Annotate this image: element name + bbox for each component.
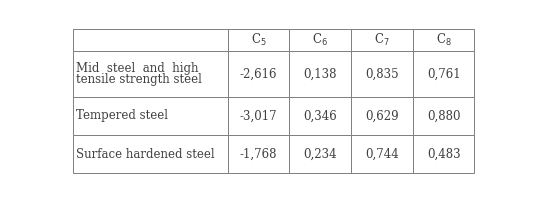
Bar — [227, 29, 289, 51]
Bar — [227, 135, 289, 173]
Text: C$_5$: C$_5$ — [250, 32, 266, 48]
Bar — [227, 97, 289, 135]
Bar — [351, 29, 413, 51]
Text: 0,744: 0,744 — [365, 148, 399, 161]
Bar — [73, 97, 227, 135]
Text: Mid  steel  and  high: Mid steel and high — [76, 62, 199, 75]
Text: tensile strength steel: tensile strength steel — [76, 73, 202, 86]
Text: 0,234: 0,234 — [303, 148, 337, 161]
Bar — [289, 29, 351, 51]
Bar — [227, 51, 289, 97]
Bar — [289, 135, 351, 173]
Bar — [351, 97, 413, 135]
Bar — [73, 135, 227, 173]
Bar — [73, 51, 227, 97]
Text: 0,761: 0,761 — [427, 67, 460, 80]
Bar — [351, 51, 413, 97]
Text: -1,768: -1,768 — [240, 148, 277, 161]
Text: Surface hardened steel: Surface hardened steel — [76, 148, 215, 161]
Text: 0,835: 0,835 — [365, 67, 399, 80]
Bar — [413, 135, 474, 173]
Bar — [289, 97, 351, 135]
Text: C$_8$: C$_8$ — [436, 32, 452, 48]
Bar — [413, 51, 474, 97]
Bar — [351, 135, 413, 173]
Bar — [289, 51, 351, 97]
Bar — [413, 29, 474, 51]
Text: C$_7$: C$_7$ — [374, 32, 390, 48]
Text: 0,629: 0,629 — [365, 109, 399, 122]
Text: -2,616: -2,616 — [240, 67, 277, 80]
Text: C$_6$: C$_6$ — [312, 32, 328, 48]
Text: 0,138: 0,138 — [303, 67, 337, 80]
Text: 0,880: 0,880 — [427, 109, 460, 122]
Text: 0,346: 0,346 — [303, 109, 337, 122]
Bar — [413, 97, 474, 135]
Text: -3,017: -3,017 — [240, 109, 277, 122]
Text: 0,483: 0,483 — [427, 148, 460, 161]
Text: Tempered steel: Tempered steel — [76, 109, 168, 122]
Bar — [73, 29, 227, 51]
